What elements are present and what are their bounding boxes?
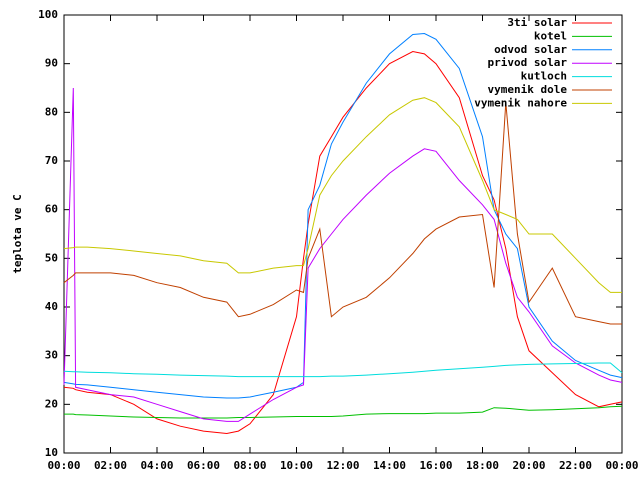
x-tick-label: 00:00: [605, 459, 638, 472]
y-tick-label: 20: [45, 397, 58, 410]
x-tick-label: 06:00: [187, 459, 220, 472]
x-tick-label: 02:00: [94, 459, 127, 472]
series-line: [63, 362, 623, 378]
legend-label: odvod solar: [494, 43, 567, 56]
x-tick-label: 04:00: [140, 459, 173, 472]
y-tick-label: 100: [38, 8, 58, 21]
legend-label: privod solar: [488, 56, 568, 69]
x-tick-label: 14:00: [373, 459, 406, 472]
series-line: [63, 32, 623, 399]
x-tick-label: 20:00: [512, 459, 545, 472]
y-tick-label: 60: [45, 203, 58, 216]
y-tick-label: 40: [45, 300, 58, 313]
x-tick-label: 22:00: [559, 459, 592, 472]
x-tick-label: 16:00: [419, 459, 452, 472]
legend-label: kutloch: [521, 70, 567, 83]
legend-label: kotel: [534, 29, 567, 42]
legend-label: vymenik dole: [488, 83, 568, 96]
y-tick-label: 30: [45, 349, 58, 362]
legend-label: 3ti solar: [507, 16, 567, 29]
x-tick-label: 12:00: [326, 459, 359, 472]
y-tick-label: 80: [45, 105, 58, 118]
series-line: [64, 405, 623, 419]
x-tick-label: 18:00: [466, 459, 499, 472]
y-tick-label: 50: [45, 251, 58, 264]
y-tick-label: 10: [45, 446, 58, 459]
y-tick-label: 70: [45, 154, 58, 167]
y-tick-label: 90: [45, 57, 58, 70]
series-line: [63, 97, 622, 293]
x-tick-label: 10:00: [280, 459, 313, 472]
series-line: [63, 102, 622, 325]
x-tick-label: 00:00: [47, 459, 80, 472]
y-axis-label: teplota ve C: [11, 194, 24, 273]
x-tick-label: 08:00: [233, 459, 266, 472]
series-line: [63, 87, 623, 422]
legend-label: vymenik nahore: [474, 96, 567, 109]
series-line: [63, 50, 623, 435]
